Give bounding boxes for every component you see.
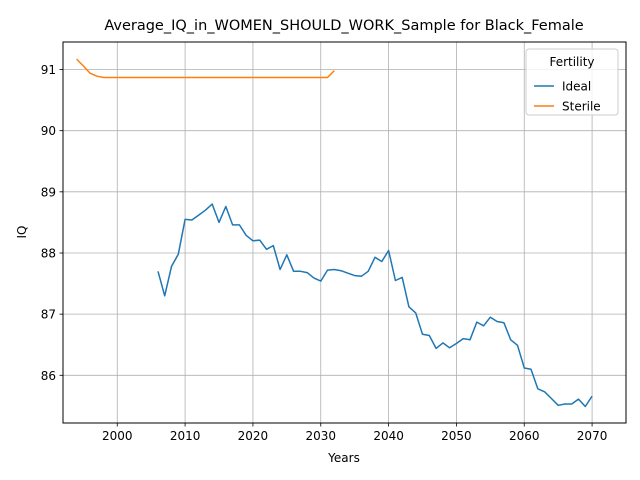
x-axis-label: Years <box>327 451 360 465</box>
y-tick-label: 89 <box>41 185 56 199</box>
plot-frame <box>62 41 627 424</box>
y-tick-label: 88 <box>41 246 56 260</box>
y-tick-label: 86 <box>41 369 56 383</box>
legend-entry-sterile: Sterile <box>562 100 601 114</box>
x-tick-label: 2050 <box>441 429 472 443</box>
legend-entry-ideal: Ideal <box>562 80 591 94</box>
x-tick-label: 2000 <box>102 429 133 443</box>
x-tick-label: 2070 <box>577 429 608 443</box>
y-tick-label: 91 <box>41 63 56 77</box>
legend: Fertility Ideal Sterile <box>525 48 619 116</box>
y-tick-label: 90 <box>41 124 56 138</box>
chart-title: Average_IQ_in_WOMEN_SHOULD_WORK_Sample f… <box>104 18 583 34</box>
y-tick-label: 87 <box>41 308 56 322</box>
x-tick-label: 2040 <box>373 429 404 443</box>
series-lines <box>76 58 593 408</box>
y-axis-label: IQ <box>15 226 29 239</box>
axis-ticks: 2000 2010 2020 2030 2040 2050 2060 2070 86 87 88 89… <box>41 63 608 443</box>
legend-title: Fertility <box>549 55 594 69</box>
legend-box <box>525 48 619 116</box>
x-tick-label: 2020 <box>238 429 269 443</box>
x-tick-label: 2010 <box>170 429 201 443</box>
x-tick-label: 2060 <box>509 429 540 443</box>
series-line-sterile <box>76 58 335 79</box>
series-line-ideal <box>157 203 593 408</box>
x-tick-label: 2030 <box>305 429 336 443</box>
